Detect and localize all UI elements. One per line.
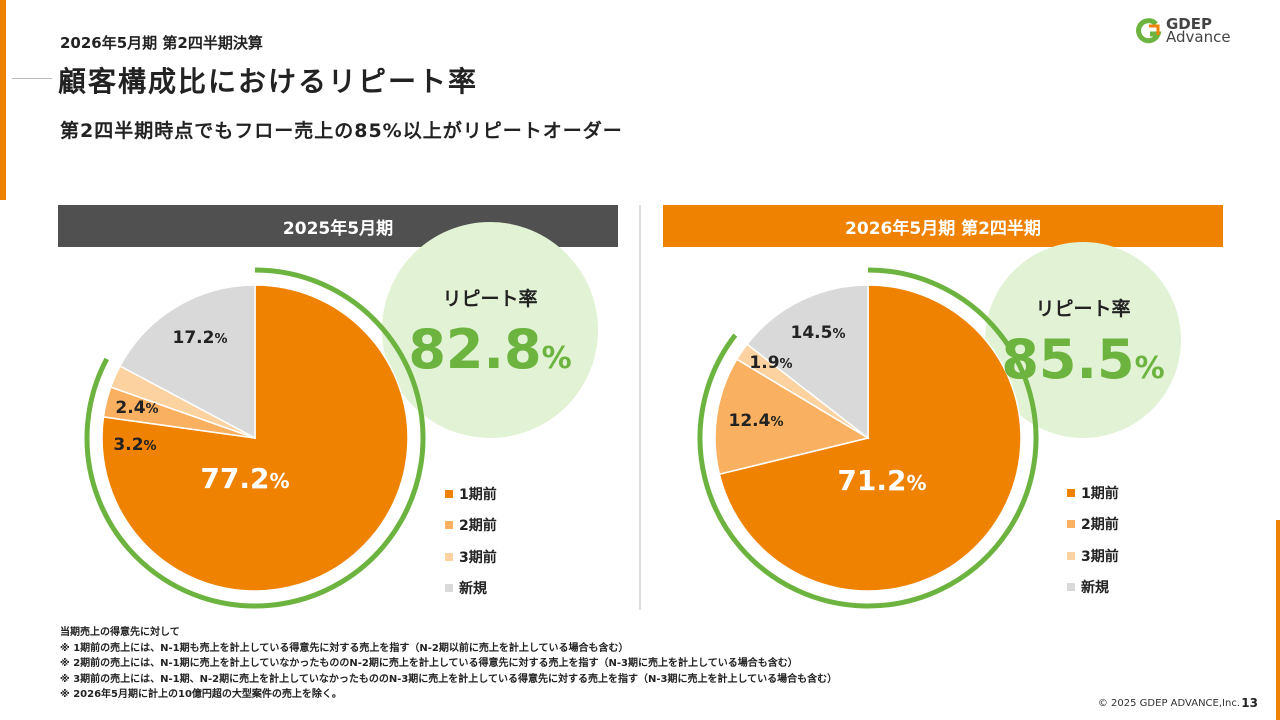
pie-slice-2期前 — [714, 358, 870, 476]
copyright: © 2025 GDEP ADVANCE,Inc. — [1097, 698, 1240, 709]
repeat-rate-label: リピート率 — [442, 287, 537, 310]
data-label: 2.4% — [115, 398, 158, 418]
title-rule — [12, 78, 52, 79]
repeat-arc — [84, 267, 426, 609]
data-label: 17.2% — [173, 328, 228, 348]
accent-bar-right — [1276, 520, 1280, 720]
page-title: 顧客構成比におけるリピート率 — [58, 65, 479, 98]
logo-icon — [1136, 18, 1162, 44]
repeat-rate-circle — [985, 242, 1181, 438]
page-number: 13 — [1241, 696, 1258, 710]
legend-item: 1期前 — [445, 478, 497, 510]
logo: GDEP Advance — [1136, 17, 1231, 45]
data-label: 14.5% — [791, 323, 846, 343]
legend-item: 新規 — [445, 573, 497, 605]
data-label: 12.4% — [729, 411, 784, 431]
legend-item: 新規 — [1067, 572, 1119, 604]
data-label: 1.9% — [749, 353, 792, 373]
legend-item: 1期前 — [1067, 477, 1119, 509]
data-label: 3.2% — [113, 435, 156, 455]
period-label: 2026年5月期 第2四半期決算 — [60, 34, 263, 52]
repeat-arc — [697, 267, 1039, 609]
page-subtitle: 第2四半期時点でもフロー売上の85%以上がリピートオーダー — [60, 120, 623, 142]
legend-item: 3期前 — [1067, 540, 1119, 572]
pie-slice-1期前 — [101, 284, 409, 592]
legend-left: 1期前 2期前 3期前 新規 — [445, 478, 497, 604]
repeat-rate-label: リピート率 — [1035, 297, 1130, 320]
legend-item: 2期前 — [1067, 509, 1119, 541]
repeat-rate-circle — [382, 222, 598, 438]
data-label: 77.2% — [200, 462, 289, 495]
divider — [639, 205, 641, 610]
pie-slice-1期前 — [718, 284, 1022, 592]
data-label: 71.2% — [837, 464, 926, 497]
legend-right: 1期前 2期前 3期前 新規 — [1067, 477, 1119, 603]
legend-item: 2期前 — [445, 510, 497, 542]
footnotes: 当期売上の得意先に対して ※ 1期前の売上には、N-1期も売上を計上している得意先… — [60, 627, 838, 700]
legend-item: 3期前 — [445, 541, 497, 573]
pie-slice-新規 — [746, 284, 869, 440]
chart-header-right: 2026年5月期 第2四半期 — [663, 205, 1223, 247]
accent-bar — [0, 0, 6, 200]
pie-slice-新規 — [118, 284, 256, 440]
